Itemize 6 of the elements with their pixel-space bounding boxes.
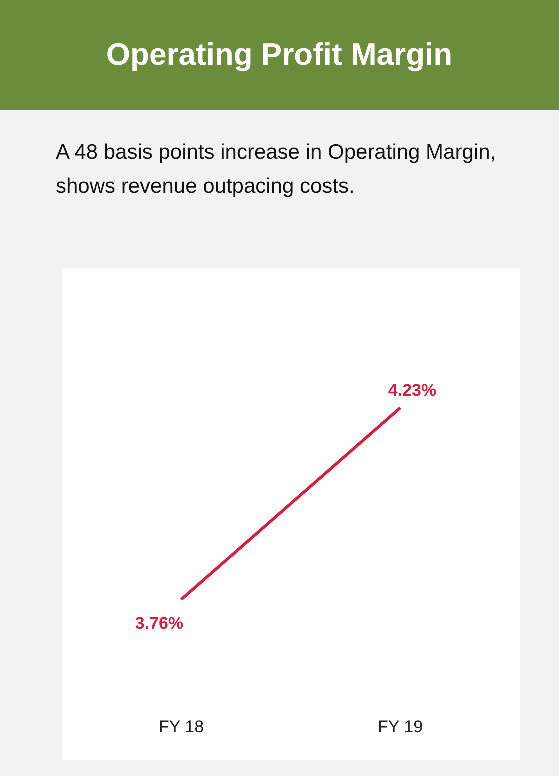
- chart-title: Operating Profit Margin: [106, 37, 453, 73]
- x-tick-label: FY 18: [158, 717, 204, 736]
- x-tick-label: FY 19: [378, 717, 424, 736]
- chart-subtitle: A 48 basis points increase in Operating Margin, shows revenue outpacing costs.: [55, 140, 498, 200]
- data-label: 3.76%: [135, 614, 184, 633]
- data-label: 4.23%: [388, 381, 437, 400]
